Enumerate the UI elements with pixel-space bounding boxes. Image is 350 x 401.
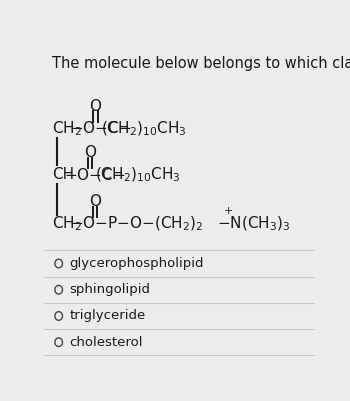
Text: (CH$_2)_{10}$CH$_3$: (CH$_2)_{10}$CH$_3$ (101, 119, 187, 138)
Text: $-$O$-$C$-$: $-$O$-$C$-$ (70, 120, 132, 136)
Text: The molecule below belongs to which class of lipid?: The molecule below belongs to which clas… (52, 56, 350, 71)
Text: O: O (89, 194, 101, 209)
Text: sphingolipid: sphingolipid (70, 283, 150, 296)
Text: CH: CH (52, 167, 74, 182)
Text: $+$: $+$ (223, 205, 233, 216)
Text: (CH$_2)_{10}$CH$_3$: (CH$_2)_{10}$CH$_3$ (95, 166, 181, 184)
Text: cholesterol: cholesterol (70, 336, 143, 349)
Text: $-$O$-$P$-$O$-$(CH$_2)_2$: $-$O$-$P$-$O$-$(CH$_2)_2$ (70, 215, 204, 233)
Text: CH$_2$: CH$_2$ (52, 119, 82, 138)
Text: $-$N(CH$_3)_3$: $-$N(CH$_3)_3$ (217, 215, 291, 233)
Text: $-$O$-$C$-$: $-$O$-$C$-$ (64, 167, 126, 183)
Text: O: O (90, 99, 102, 113)
Text: O: O (84, 145, 96, 160)
Text: glycerophospholipid: glycerophospholipid (70, 257, 204, 270)
Text: CH$_2$: CH$_2$ (52, 215, 82, 233)
Text: triglyceride: triglyceride (70, 310, 146, 322)
